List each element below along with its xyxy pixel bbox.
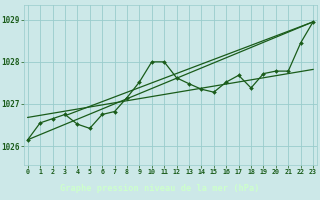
Text: Graphe pression niveau de la mer (hPa): Graphe pression niveau de la mer (hPa): [60, 184, 260, 193]
